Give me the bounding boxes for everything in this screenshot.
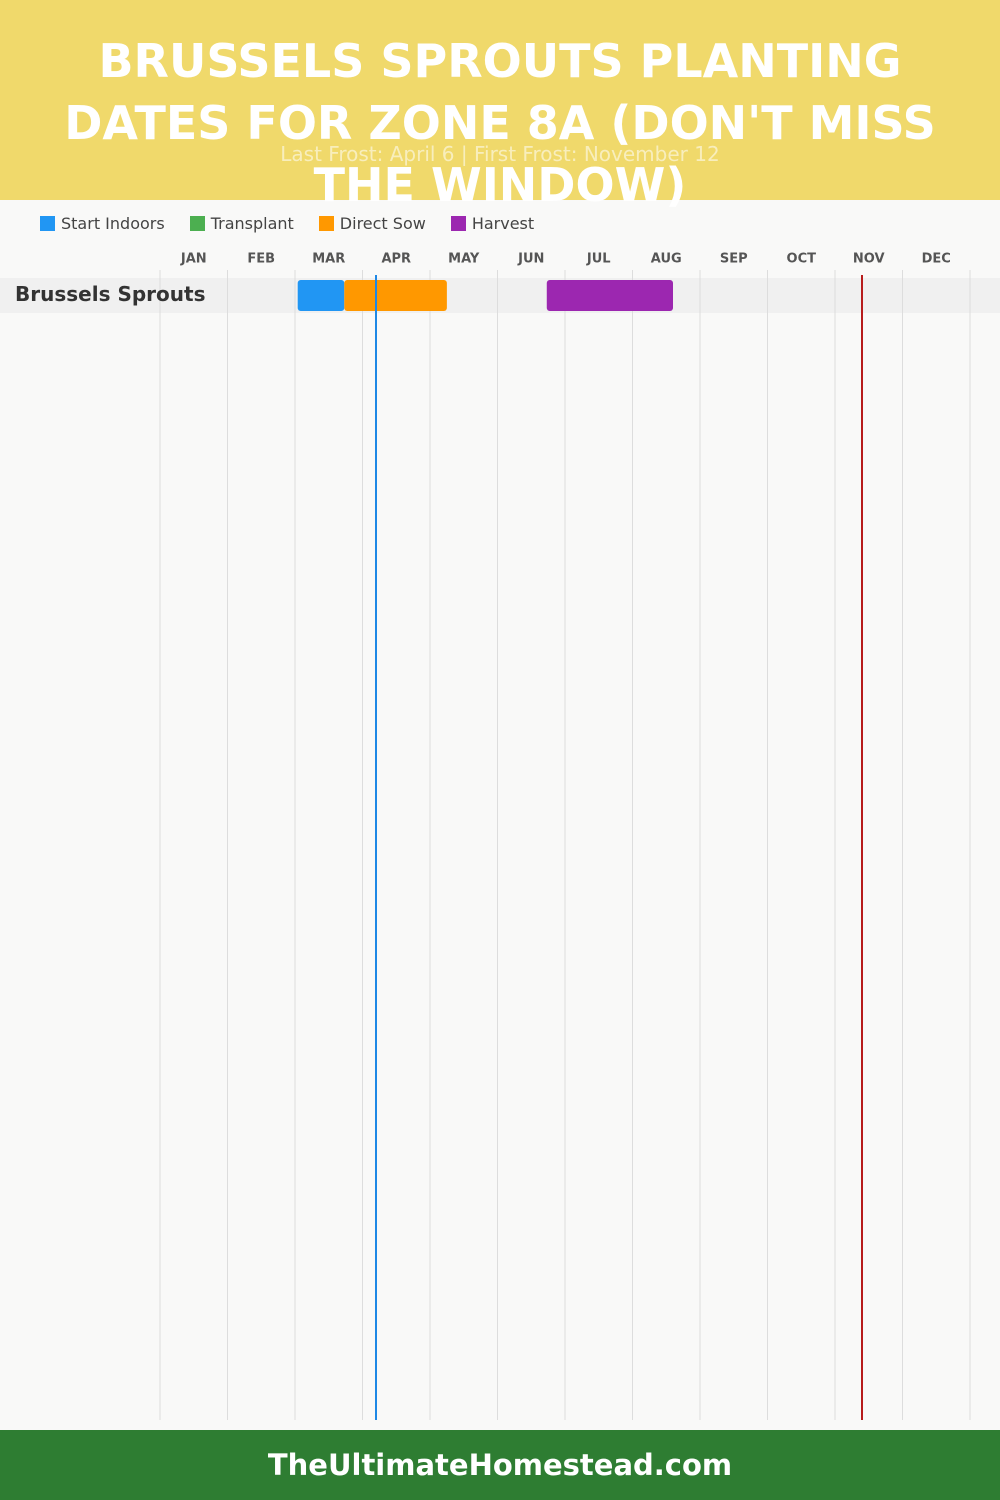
legend-swatch <box>40 216 55 231</box>
x-tick-label: DEC <box>922 252 951 267</box>
legend-swatch <box>189 216 205 231</box>
x-tick-label: MAY <box>448 252 480 267</box>
row-band <box>0 278 1000 313</box>
x-tick-label: OCT <box>787 252 817 267</box>
legend-label: Start Indoors <box>61 214 165 233</box>
legend-label: Direct Sow <box>339 214 426 233</box>
legend-label: Harvest <box>471 214 535 233</box>
bar <box>297 280 345 311</box>
legend-swatch <box>450 216 466 231</box>
x-tick-label: FEB <box>247 252 275 267</box>
header: BRUSSELS SPROUTS PLANTING DATES FOR ZONE… <box>0 0 1000 212</box>
x-tick-label: JUL <box>586 252 611 267</box>
row-label: Brussels Sprouts <box>15 282 205 306</box>
x-tick-label: JUN <box>517 252 544 267</box>
legend-label: Transplant <box>210 214 294 233</box>
x-tick-label: AUG <box>651 252 682 267</box>
legend: Start Indoors Transplant Direct Sow Harvest <box>40 214 534 233</box>
footer: TheUltimateHomestead.com <box>0 1430 1000 1500</box>
legend-swatch <box>318 216 334 231</box>
legend-item: Start Indoors <box>40 214 165 233</box>
x-tick-label: JAN <box>180 252 207 267</box>
bar <box>344 280 447 311</box>
legend-item: Harvest <box>450 214 535 233</box>
bar <box>546 280 673 311</box>
x-tick-label: APR <box>381 252 411 267</box>
legend-item: Direct Sow <box>318 214 426 233</box>
subtitle: Last Frost: April 6 | First Frost: Novem… <box>280 142 720 166</box>
chart-title: BRUSSELS SPROUTS PLANTING DATES FOR ZONE… <box>64 34 936 212</box>
x-tick-label: SEP <box>720 252 748 267</box>
x-tick-label: NOV <box>853 252 885 267</box>
chart: JAN FEB MAR APR MAY JUN JUL AUG SEP OCT NOV DEC Brus… <box>0 251 1000 1420</box>
x-tick-label: MAR <box>312 252 345 267</box>
legend-item: Transplant <box>189 214 294 233</box>
